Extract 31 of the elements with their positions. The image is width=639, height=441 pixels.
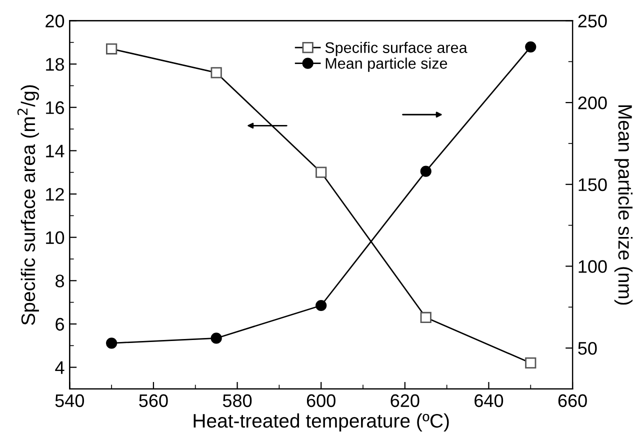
y2-tick-label: 100 [578, 260, 607, 273]
y-tick-label: 12 [46, 188, 64, 201]
x-tick-label: 620 [390, 394, 420, 408]
point [525, 41, 536, 52]
y-tick-label: 16 [46, 101, 64, 114]
legend-label: Mean particle size [326, 58, 448, 72]
y2-axis-title: Mean particle size (nm) [614, 105, 633, 305]
y-tick-label: 18 [46, 58, 64, 71]
x-tick-label: 660 [558, 394, 587, 408]
y-tick-label: 20 [46, 14, 64, 28]
y-tick-label: 8 [56, 274, 64, 288]
point [106, 338, 118, 349]
x-axis-title: Heat-treated temperature (ºC) [194, 413, 449, 432]
y-axis-title: Specific surface area (m$^{2}$/g) [17, 85, 39, 325]
point [316, 300, 327, 312]
y-tick-label: 10 [46, 231, 64, 244]
x-tick-label: 540 [55, 394, 84, 408]
x-tick-label: 600 [306, 394, 336, 408]
x-tick-label: 560 [139, 394, 168, 408]
y2-tick-label: 250 [578, 14, 607, 28]
y-tick-label: 4 [55, 361, 64, 374]
x-tick-label: 640 [474, 394, 504, 408]
y-tick-label: 6 [56, 318, 64, 331]
point [420, 166, 432, 177]
y2-tick-label: 50 [578, 342, 597, 355]
point [210, 332, 222, 344]
y2-tick-label: 150 [578, 178, 607, 192]
y2-tick-label: 200 [578, 96, 607, 110]
x-tick-label: 580 [222, 394, 252, 408]
legend-label: Specific surface area [325, 42, 468, 56]
y-tick-label: 14 [46, 144, 64, 158]
